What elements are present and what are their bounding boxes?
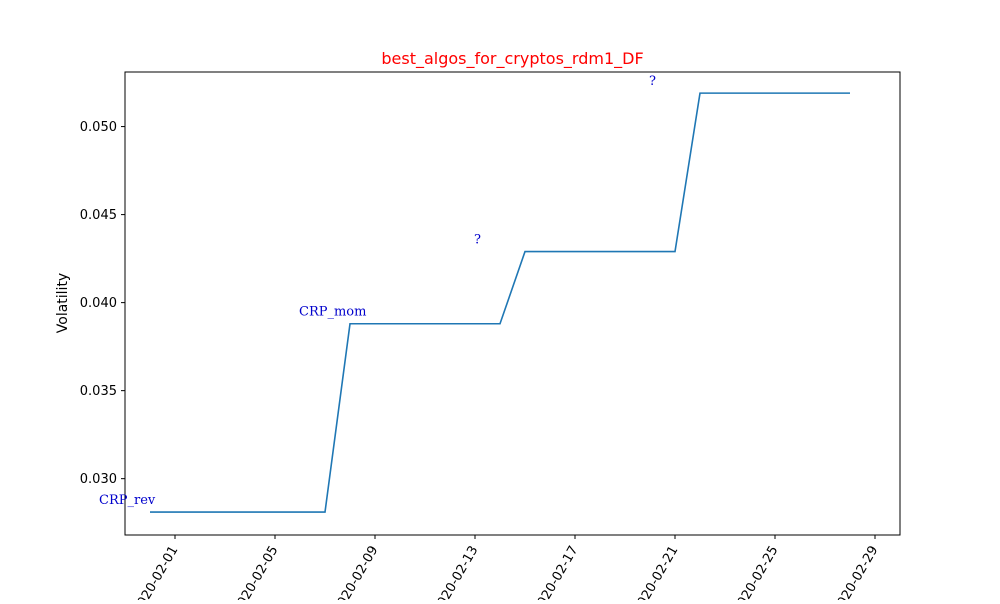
data-annotation: CRP_rev	[99, 493, 156, 508]
x-tick-label: 2020-02-25	[731, 544, 782, 601]
plot-frame	[124, 71, 901, 536]
plot-area: 0.030 0.035 0.040 0.045 0.050 2020-02-01 2020-…	[80, 71, 901, 604]
y-tick-label: 0.030	[80, 472, 117, 487]
x-tick-label: 2020-02-01	[131, 544, 182, 601]
data-annotation: ?	[649, 74, 656, 89]
y-axis-label: Volatility	[55, 273, 71, 333]
x-tick-label: 2020-02-09	[331, 544, 382, 601]
chart-title: best_algos_for_cryptos_rdm1_DF	[381, 49, 643, 69]
x-tick-label: 2020-02-05	[231, 544, 282, 601]
y-tick-label: 0.040	[80, 296, 117, 311]
x-tick-label: 2020-02-21	[631, 544, 682, 601]
x-tick-label: 2020-02-17	[531, 544, 582, 601]
x-tick-label: 2020-02-29	[831, 544, 882, 601]
x-tick-label: 2020-02-13	[431, 544, 482, 601]
y-tick-label: 0.035	[80, 384, 117, 399]
data-annotation: ?	[474, 233, 481, 248]
series-line	[150, 92, 850, 513]
y-tick-label: 0.050	[80, 120, 117, 135]
data-annotation: CRP_mom	[299, 305, 366, 320]
y-tick-label: 0.045	[80, 208, 117, 223]
